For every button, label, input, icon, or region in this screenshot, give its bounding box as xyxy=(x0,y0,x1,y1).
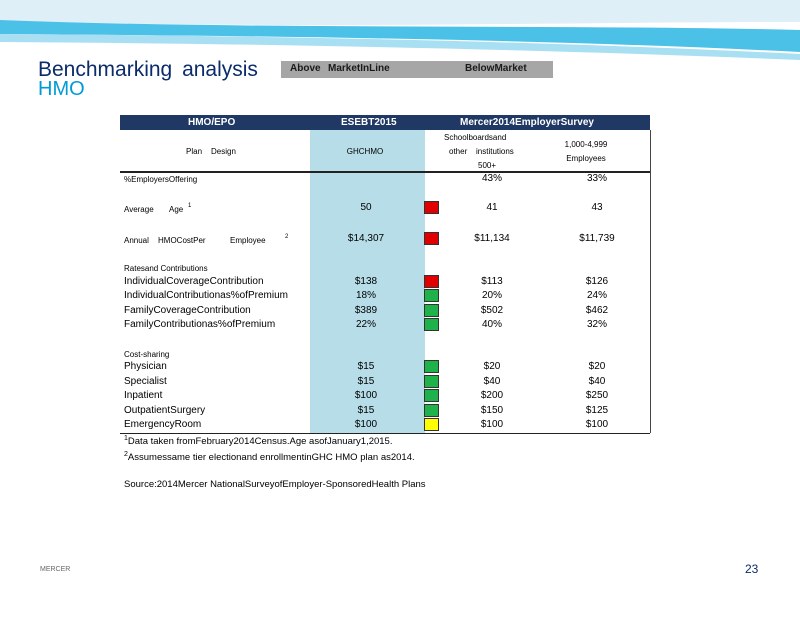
row-cost-label-b: HMOCostPer xyxy=(158,236,206,245)
footer-brand: MERCER xyxy=(40,566,71,573)
legend-below: BelowMarket xyxy=(465,63,527,74)
footnote-2-text: Assumessame tier electionand enrollmenti… xyxy=(127,452,415,464)
row-ind-pct-ghc: 18% xyxy=(355,290,377,301)
row-fam-pct-flag xyxy=(424,318,439,331)
row-age-footnote: 1 xyxy=(188,203,192,209)
row-inpatient-emp: $250 xyxy=(585,390,609,401)
source-note: Source:2014Mercer NationalSurveyofEmploy… xyxy=(124,479,426,490)
legend-bar: Above MarketInLine BelowMarket xyxy=(281,61,553,78)
footnote-1-text: Data taken fromFebruary2014Census.Age as… xyxy=(127,436,393,448)
row-ind-pct-label: IndividualContributionas%ofPremium xyxy=(124,290,288,301)
subheader-rule xyxy=(120,171,650,173)
row-specialist-emp: $40 xyxy=(588,376,606,387)
section-cost-title: Cost-sharing xyxy=(124,350,170,359)
row-outpatient-flag xyxy=(424,404,439,417)
subheader-ghc-hmo: GHCHMO xyxy=(346,147,384,156)
slide-title: Benchmarking analysis xyxy=(38,58,258,81)
ghc-column-shade xyxy=(310,130,425,433)
slide-subtitle: HMO xyxy=(38,78,85,100)
subheader-design: Design xyxy=(211,147,236,156)
row-fam-pct-label: FamilyContributionas%ofPremium xyxy=(124,319,276,330)
row-physician-ghc: $15 xyxy=(357,361,375,372)
row-age-emp: 43 xyxy=(591,202,603,213)
row-ind-pct-emp: 24% xyxy=(586,290,608,301)
row-cost-emp: $11,739 xyxy=(579,233,615,244)
row-physician-emp: $20 xyxy=(588,361,606,372)
row-ind-cov-emp: $126 xyxy=(585,276,609,287)
row-ind-cov-school: $113 xyxy=(481,276,503,287)
row-inpatient-ghc: $100 xyxy=(354,390,378,401)
row-fam-cov-school: $502 xyxy=(480,305,504,316)
row-outpatient-emp: $125 xyxy=(585,405,609,416)
row-age-label-b: Age xyxy=(169,205,184,214)
footnote-1: 1Data taken fromFebruary2014Census.Age a… xyxy=(124,435,392,447)
row-cost-school: $11,134 xyxy=(474,233,510,244)
benchmark-table: HMO/EPO ESEBT2015 Mercer2014EmployerSurv… xyxy=(120,115,651,434)
row-cost-label-a: Annual xyxy=(124,236,149,245)
row-physician-school: $20 xyxy=(483,361,501,372)
row-age-label-a: Average xyxy=(124,205,154,214)
subheader-emp-1: 1,000-4,999 xyxy=(564,140,608,149)
row-specialist-school: $40 xyxy=(483,376,501,387)
table-bottom-rule xyxy=(120,433,650,434)
row-fam-pct-emp: 32% xyxy=(586,319,608,330)
section-rates-title: Ratesand Contributions xyxy=(124,264,208,273)
row-outpatient-ghc: $15 xyxy=(357,405,375,416)
row-inpatient-flag xyxy=(424,389,439,402)
header-esebt: ESEBT2015 xyxy=(341,117,397,128)
row-specialist-flag xyxy=(424,375,439,388)
row-ind-pct-school: 20% xyxy=(481,290,503,301)
row-fam-cov-emp: $462 xyxy=(585,305,609,316)
row-ind-cov-ghc: $138 xyxy=(354,276,378,287)
row-outpatient-label: OutpatientSurgery xyxy=(124,405,206,416)
row-fam-pct-ghc: 22% xyxy=(355,319,377,330)
row-ind-pct-flag xyxy=(424,289,439,302)
row-fam-cov-ghc: $389 xyxy=(354,305,378,316)
row-specialist-label: Specialist xyxy=(124,376,167,387)
subheader-emp-2: Employees xyxy=(566,154,606,163)
row-fam-cov-label: FamilyCoverageContribution xyxy=(124,305,251,316)
row-offering-school: 43% xyxy=(481,173,503,184)
row-cost-ghc: $14,307 xyxy=(347,233,385,244)
row-outpatient-school: $150 xyxy=(480,405,504,416)
page-number: 23 xyxy=(745,562,759,576)
header-decoration-band xyxy=(0,0,800,60)
row-fam-pct-school: 40% xyxy=(481,319,503,330)
row-age-school: 41 xyxy=(486,202,498,213)
row-age-flag xyxy=(424,201,439,214)
row-cost-label-c: Employee xyxy=(230,236,266,245)
row-inpatient-school: $200 xyxy=(480,390,504,401)
row-cost-flag xyxy=(424,232,439,245)
row-cost-footnote: 2 xyxy=(285,234,289,240)
row-er-flag xyxy=(424,418,439,431)
row-er-school: $100 xyxy=(480,419,504,430)
legend-in-line: MarketInLine xyxy=(328,63,390,74)
row-offering-emp: 33% xyxy=(586,173,608,184)
row-fam-cov-flag xyxy=(424,304,439,317)
table-right-border xyxy=(650,130,651,433)
row-physician-label: Physician xyxy=(124,361,167,372)
row-ind-cov-label: IndividualCoverageContribution xyxy=(124,276,264,287)
row-er-emp: $100 xyxy=(585,419,609,430)
header-hmo-epo: HMO/EPO xyxy=(188,117,236,128)
row-offering-label: %EmployersOffering xyxy=(124,175,198,184)
row-age-ghc: 50 xyxy=(360,202,372,213)
subheader-school-2b: institutions xyxy=(476,147,514,156)
header-mercer-survey: Mercer2014EmployerSurvey xyxy=(460,117,594,128)
footnote-2-marker: 2 xyxy=(124,451,128,458)
subheader-school-2a: other xyxy=(449,147,468,156)
row-er-label: EmergencyRoom xyxy=(124,419,202,430)
subheader-plan: Plan xyxy=(186,147,203,156)
footnote-2: 2Assumessame tier electionand enrollment… xyxy=(124,451,415,463)
legend-above: Above xyxy=(290,63,321,74)
subheader-school-3: 500+ xyxy=(478,161,497,170)
row-physician-flag xyxy=(424,360,439,373)
row-er-ghc: $100 xyxy=(354,419,378,430)
row-ind-cov-flag xyxy=(424,275,439,288)
table-header-row: HMO/EPO ESEBT2015 Mercer2014EmployerSurv… xyxy=(120,115,650,130)
row-specialist-ghc: $15 xyxy=(357,376,375,387)
row-inpatient-label: Inpatient xyxy=(124,390,163,401)
footnote-1-marker: 1 xyxy=(124,435,128,442)
subheader-school-1: Schoolboardsand xyxy=(444,133,507,142)
